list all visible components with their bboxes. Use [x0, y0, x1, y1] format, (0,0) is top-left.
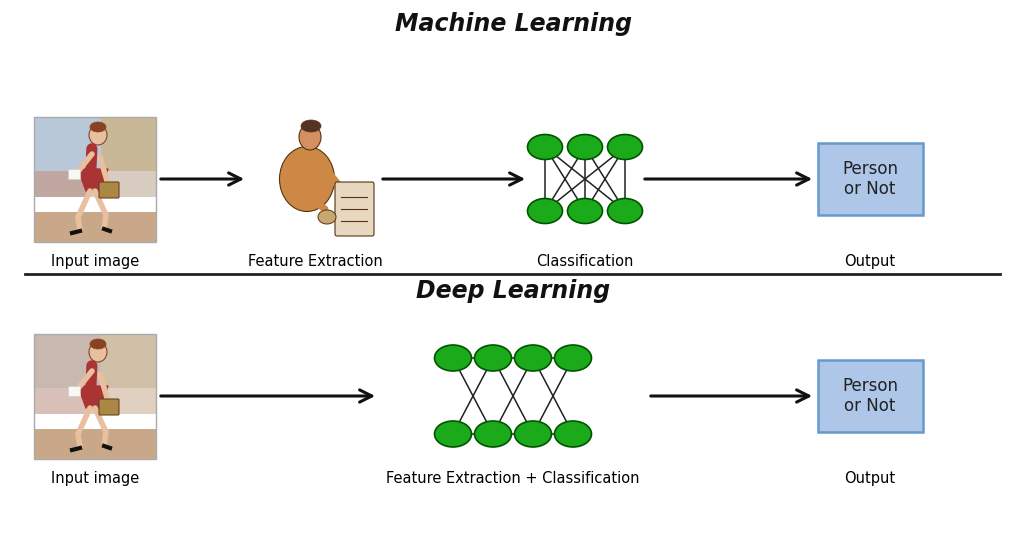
FancyBboxPatch shape: [34, 428, 156, 459]
FancyBboxPatch shape: [102, 116, 156, 171]
FancyBboxPatch shape: [68, 386, 80, 396]
Text: Output: Output: [844, 254, 896, 269]
FancyBboxPatch shape: [89, 388, 156, 414]
Text: Machine Learning: Machine Learning: [395, 12, 631, 36]
Ellipse shape: [90, 339, 106, 349]
Ellipse shape: [434, 345, 472, 371]
FancyBboxPatch shape: [818, 360, 922, 432]
Ellipse shape: [514, 345, 552, 371]
Ellipse shape: [607, 199, 642, 224]
FancyBboxPatch shape: [102, 334, 156, 388]
Ellipse shape: [554, 421, 592, 447]
Polygon shape: [78, 169, 108, 191]
Text: Classification: Classification: [537, 254, 634, 269]
Text: Deep Learning: Deep Learning: [416, 279, 610, 303]
Ellipse shape: [301, 120, 321, 132]
FancyBboxPatch shape: [34, 334, 102, 388]
Ellipse shape: [474, 345, 512, 371]
Ellipse shape: [567, 135, 602, 160]
FancyArrowPatch shape: [90, 149, 92, 186]
FancyBboxPatch shape: [98, 182, 119, 198]
Text: Feature Extraction: Feature Extraction: [247, 254, 383, 269]
Ellipse shape: [474, 421, 512, 447]
Ellipse shape: [554, 345, 592, 371]
FancyBboxPatch shape: [89, 171, 156, 197]
Ellipse shape: [89, 342, 107, 362]
Text: Person
or Not: Person or Not: [842, 376, 898, 415]
Text: Input image: Input image: [51, 471, 140, 486]
Ellipse shape: [90, 122, 106, 132]
Ellipse shape: [318, 210, 336, 224]
FancyBboxPatch shape: [818, 143, 922, 215]
Ellipse shape: [567, 199, 602, 224]
FancyBboxPatch shape: [68, 169, 80, 179]
Ellipse shape: [299, 124, 321, 150]
Ellipse shape: [607, 135, 642, 160]
Text: Input image: Input image: [51, 254, 140, 269]
Ellipse shape: [514, 421, 552, 447]
FancyBboxPatch shape: [34, 171, 89, 197]
FancyBboxPatch shape: [34, 116, 102, 171]
Ellipse shape: [89, 125, 107, 145]
Text: Feature Extraction + Classification: Feature Extraction + Classification: [386, 471, 640, 486]
FancyBboxPatch shape: [98, 399, 119, 415]
Ellipse shape: [527, 135, 562, 160]
Ellipse shape: [279, 146, 334, 211]
FancyArrowPatch shape: [90, 366, 92, 403]
FancyBboxPatch shape: [34, 388, 89, 414]
Ellipse shape: [527, 199, 562, 224]
Text: Person
or Not: Person or Not: [842, 160, 898, 199]
Text: Output: Output: [844, 471, 896, 486]
FancyBboxPatch shape: [34, 211, 156, 241]
Polygon shape: [78, 386, 108, 408]
FancyBboxPatch shape: [336, 182, 374, 236]
Ellipse shape: [434, 421, 472, 447]
